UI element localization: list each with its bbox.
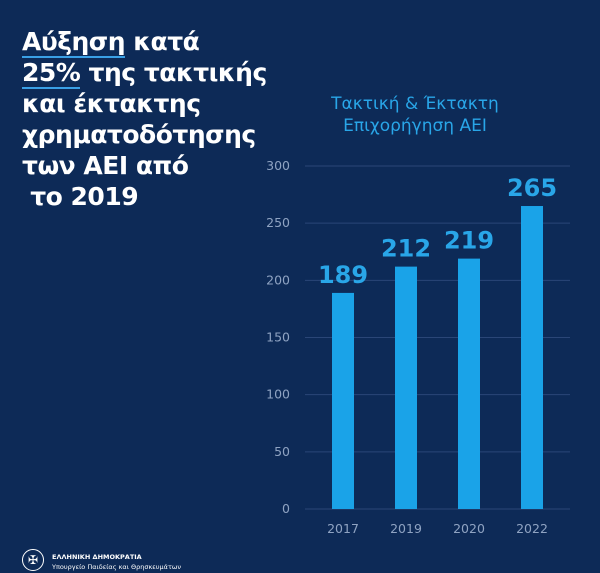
y-tick-label: 200 bbox=[266, 272, 290, 287]
y-tick-label: 50 bbox=[274, 444, 290, 459]
headline-text: της τακτικής bbox=[80, 58, 268, 87]
headline-line-1: Αύξηση κατά bbox=[22, 26, 262, 58]
headline-text: κατά bbox=[125, 27, 200, 56]
headline-line-3: και έκτακτης bbox=[22, 89, 201, 118]
bar-2022 bbox=[521, 206, 543, 509]
headline-line-2: 25% της τακτικής bbox=[22, 57, 267, 89]
bar-2017 bbox=[332, 292, 354, 509]
data-label-2017: 189 bbox=[318, 261, 368, 289]
footer-text: ΕΛΛΗΝΙΚΗ ΔΗΜΟΚΡΑΤΙΑ Υπουργείο Παιδείας κ… bbox=[52, 547, 181, 571]
headline: Αύξηση κατά 25% της τακτικής και έκτακτη… bbox=[22, 26, 267, 212]
data-label-2022: 265 bbox=[507, 174, 557, 202]
x-tick-label: 2022 bbox=[516, 521, 548, 536]
greek-emblem-icon: ✠ bbox=[22, 549, 44, 571]
y-tick-label: 250 bbox=[266, 215, 290, 230]
footer: ✠ ΕΛΛΗΝΙΚΗ ΔΗΜΟΚΡΑΤΙΑ Υπουργείο Παιδείας… bbox=[22, 547, 181, 573]
y-tick-label: 0 bbox=[282, 501, 290, 516]
x-tick-label: 2020 bbox=[453, 521, 485, 536]
y-tick-label: 100 bbox=[266, 387, 290, 402]
headline-highlight-increase: Αύξηση bbox=[22, 27, 126, 58]
footer-ministry: Υπουργείο Παιδείας και Θρησκευμάτων bbox=[52, 563, 181, 571]
bar-2020 bbox=[458, 258, 480, 509]
bar-2019 bbox=[395, 266, 417, 509]
headline-line-6: το 2019 bbox=[22, 182, 139, 211]
chart-title-line-2: Επιχορήγηση ΑΕΙ bbox=[343, 116, 487, 136]
data-label-2020: 219 bbox=[444, 227, 494, 255]
x-tick-label: 2017 bbox=[327, 521, 359, 536]
headline-line-4: χρηματοδότησης bbox=[22, 120, 256, 149]
footer-org: ΕΛΛΗΝΙΚΗ ΔΗΜΟΚΡΑΤΙΑ bbox=[52, 553, 142, 561]
y-tick-label: 300 bbox=[266, 158, 290, 173]
headline-highlight-percent: 25% bbox=[22, 58, 81, 89]
x-tick-label: 2019 bbox=[390, 521, 422, 536]
chart-title-line-1: Τακτική & Έκτακτη bbox=[331, 94, 499, 114]
y-tick-label: 150 bbox=[266, 330, 290, 345]
chart-title: Τακτική & Έκτακτη Επιχορήγηση ΑΕΙ bbox=[300, 93, 530, 137]
data-label-2019: 212 bbox=[381, 235, 431, 263]
headline-line-5: των ΑΕΙ από bbox=[22, 151, 189, 180]
